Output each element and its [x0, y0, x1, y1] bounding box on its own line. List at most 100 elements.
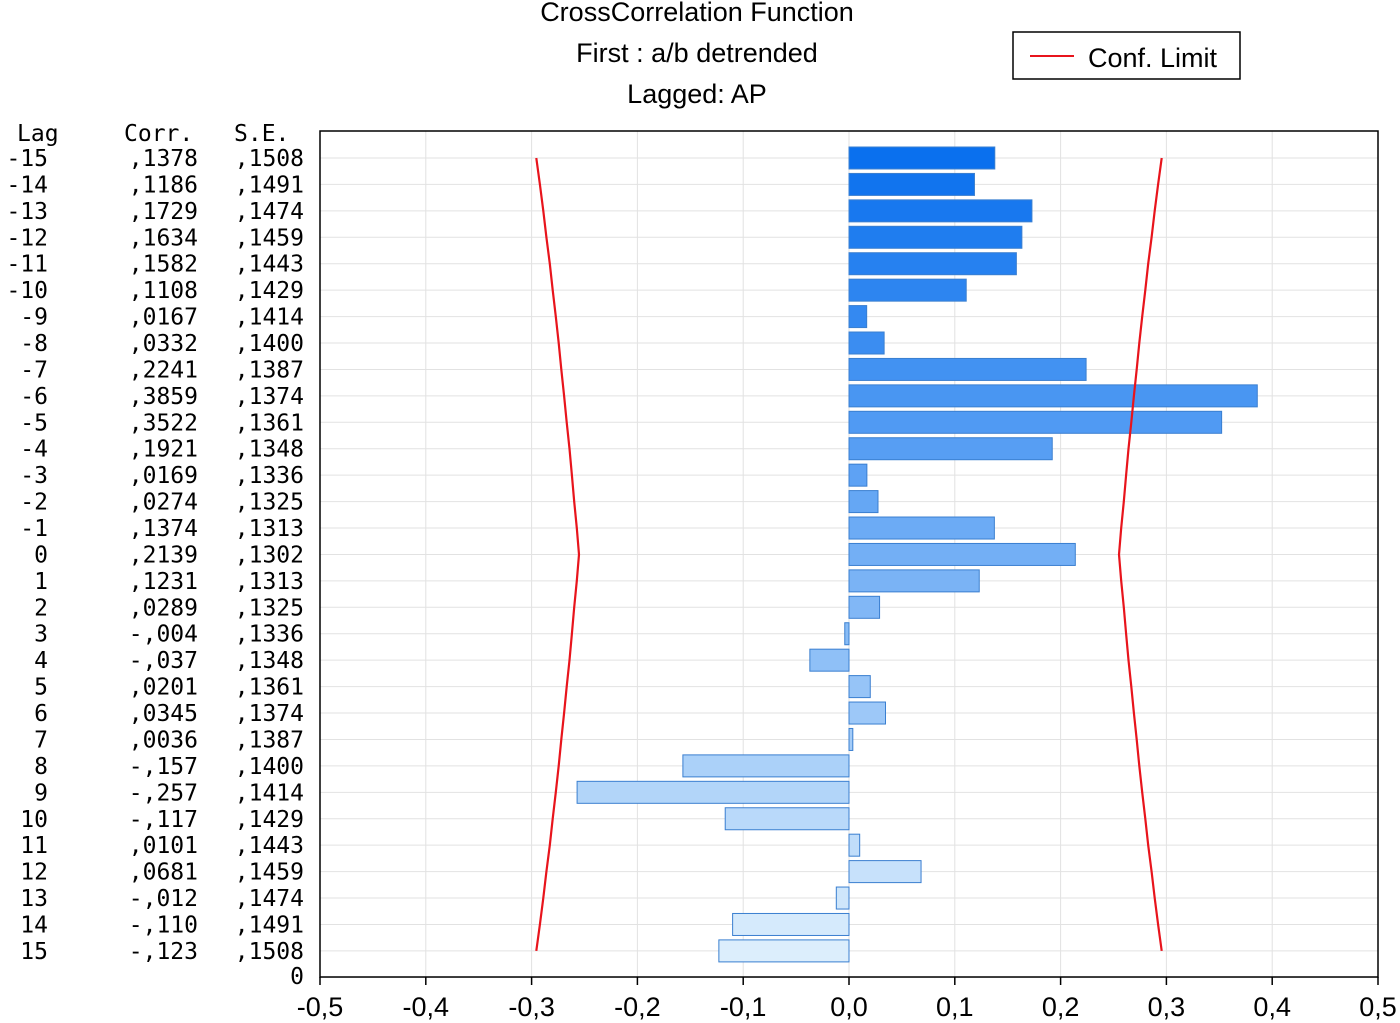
row-lag-label: -1 — [20, 516, 48, 542]
bar-lag-1 — [848, 569, 980, 593]
bar-lag-4 — [809, 648, 850, 672]
row-corr-label: ,0289 — [129, 595, 198, 621]
bar-lag-0 — [848, 542, 1076, 566]
row-lag-label: 11 — [20, 833, 48, 859]
row-corr-label: ,0345 — [129, 701, 198, 727]
x-tick-label: -0,5 — [297, 992, 344, 1022]
row-corr-label: ,0274 — [129, 490, 198, 516]
row-corr-label: ,3859 — [129, 384, 198, 410]
bar-lag-7 — [848, 727, 854, 751]
bar-lag--6 — [848, 384, 1258, 408]
conf-limit-upper-line — [1117, 157, 1163, 952]
row-corr-label: -,157 — [129, 754, 198, 780]
bar-lag-15 — [718, 939, 850, 963]
row-corr-label: ,0332 — [129, 331, 198, 357]
row-lag-label: -4 — [20, 437, 48, 463]
row-lag-label: -3 — [20, 463, 48, 489]
row-lag-label: -12 — [6, 225, 48, 251]
row-lag-label: -5 — [20, 410, 48, 436]
bar-lag--10 — [848, 278, 967, 302]
row-corr-label: ,1921 — [129, 437, 198, 463]
bar-lag--8 — [848, 331, 885, 355]
row-corr-label: ,1582 — [129, 252, 198, 278]
row-lag-label: 14 — [20, 912, 48, 938]
x-tick-label: -0,4 — [403, 992, 450, 1022]
x-tick-label: -0,1 — [720, 992, 767, 1022]
bar-lag-3 — [844, 622, 850, 646]
row-se-label: ,1374 — [235, 384, 304, 410]
row-corr-label: ,0681 — [129, 860, 198, 886]
bar-lag--13 — [848, 199, 1033, 223]
row-corr-label: -,117 — [129, 807, 198, 833]
bar-lag--11 — [848, 252, 1017, 276]
bar-lag-12 — [848, 860, 922, 884]
row-corr-label: -,012 — [129, 886, 198, 912]
row-lag-label: 8 — [34, 754, 48, 780]
row-se-label: ,1508 — [235, 146, 304, 172]
row-lag-label: 5 — [34, 675, 48, 701]
row-se-label: ,1414 — [235, 305, 304, 331]
row-lag-label: -2 — [20, 490, 48, 516]
bar-lag-6 — [848, 701, 887, 725]
x-axis-ticks: -0,5 -0,4 -0,3 -0,2 -0,1 0,0 0,1 0,2 0,3 0,4 0,5 — [297, 977, 1397, 1022]
row-corr-label: ,0101 — [129, 833, 198, 859]
bar-lag-5 — [848, 675, 871, 699]
row-se-label: ,1325 — [235, 490, 304, 516]
row-lag-label: 0 — [34, 542, 48, 568]
row-corr-label: -,004 — [129, 622, 198, 648]
bar-lag-9 — [576, 780, 850, 804]
row-lag-label: -7 — [20, 357, 48, 383]
row-lag-label: -15 — [6, 146, 48, 172]
row-corr-label: ,1634 — [129, 225, 198, 251]
row-lag-label: -8 — [20, 331, 48, 357]
row-lag-label: -10 — [6, 278, 48, 304]
row-lag-label: 4 — [34, 648, 48, 674]
row-se-label: ,1459 — [235, 860, 304, 886]
row-lag-label: -13 — [6, 199, 48, 225]
row-lag-label: 10 — [20, 807, 48, 833]
bar-lag--12 — [848, 225, 1023, 249]
row-se-label: ,1508 — [235, 939, 304, 965]
row-se-label: ,1313 — [235, 569, 304, 595]
row-se-label: ,1348 — [235, 648, 304, 674]
row-lag-label: -9 — [20, 305, 48, 331]
row-se-label: ,1459 — [235, 225, 304, 251]
row-se-label: ,1400 — [235, 754, 304, 780]
row-corr-label: ,1374 — [129, 516, 198, 542]
row-corr-label: -,123 — [129, 939, 198, 965]
row-se-label: ,1400 — [235, 331, 304, 357]
x-tick-label: 0,0 — [830, 992, 868, 1022]
x-tick-label: 0,2 — [1042, 992, 1080, 1022]
row-lag-label: 12 — [20, 860, 48, 886]
row-se-label: ,1443 — [235, 833, 304, 859]
chart-title-block: CrossCorrelation Function First : a/b de… — [540, 0, 854, 109]
row-lag-label: 13 — [20, 886, 48, 912]
x-tick-label: 0,3 — [1148, 992, 1186, 1022]
row-se-label: ,1474 — [235, 199, 304, 225]
x-tick-label: -0,3 — [508, 992, 555, 1022]
chart-title: CrossCorrelation Function — [540, 0, 854, 27]
row-se-label: ,1474 — [235, 886, 304, 912]
row-se-label: ,1443 — [235, 252, 304, 278]
header-lag: Lag — [17, 121, 59, 147]
row-se-label: ,1325 — [235, 595, 304, 621]
row-lag-label: -6 — [20, 384, 48, 410]
x-tick-label: -0,2 — [614, 992, 661, 1022]
row-labels: -15,1378,1508-14,1186,1491-13,1729,1474-… — [6, 146, 304, 990]
bar-lag--15 — [848, 146, 996, 170]
row-corr-label: ,1729 — [129, 199, 198, 225]
x-tick-label: 0,4 — [1253, 992, 1291, 1022]
x-tick-label: 0,5 — [1359, 992, 1397, 1022]
bar-lag--4 — [848, 437, 1053, 461]
row-se-label: ,1429 — [235, 807, 304, 833]
header-se: S.E. — [234, 121, 289, 147]
row-lag-label: 15 — [20, 939, 48, 965]
row-se-label: ,1414 — [235, 780, 304, 806]
row-corr-label: ,3522 — [129, 410, 198, 436]
row-corr-label: ,0169 — [129, 463, 198, 489]
header-corr: Corr. — [124, 121, 193, 147]
row-se-label: ,1313 — [235, 516, 304, 542]
row-se-label: ,1429 — [235, 278, 304, 304]
legend-label: Conf. Limit — [1088, 43, 1218, 73]
